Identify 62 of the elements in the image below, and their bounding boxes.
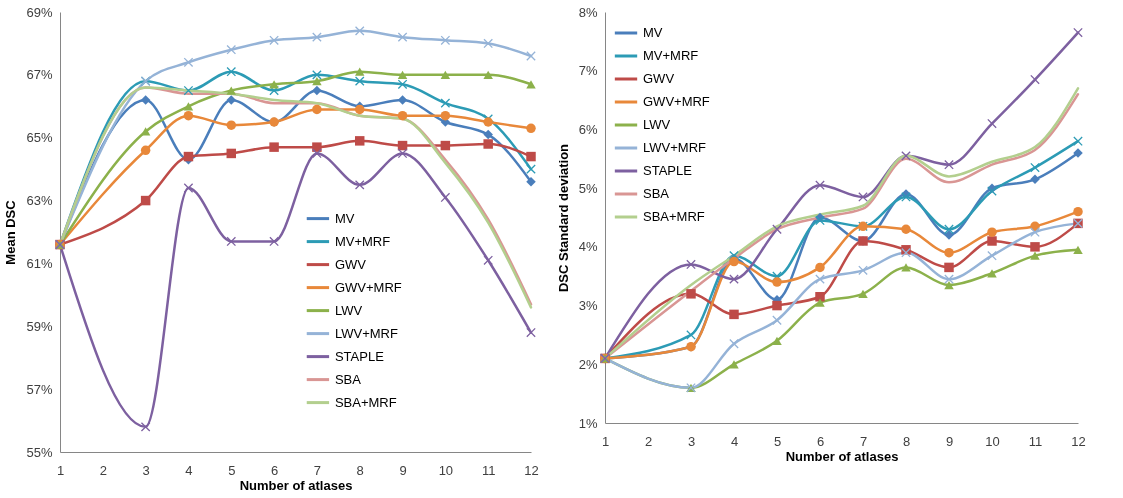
legend-label: MV+MRF: [643, 48, 699, 63]
x-tick-label: 5: [228, 462, 236, 478]
legend-label: GWV+MRF: [643, 94, 710, 109]
y-axis-title: Mean DSC: [3, 199, 19, 265]
y-tick-label: 4%: [578, 239, 598, 255]
y-axis-title: DSC Standard deviation: [555, 143, 571, 293]
legend-label: GWV+MRF: [334, 279, 402, 295]
x-tick-label: 6: [270, 462, 279, 478]
x-tick-label: 3: [142, 462, 150, 478]
x-tick-label: 2: [644, 433, 653, 449]
x-tick-label: 8: [356, 462, 364, 478]
legend-label: MV: [643, 25, 663, 40]
x-tick-label: 9: [945, 433, 954, 449]
y-tick-label: 2%: [578, 356, 598, 372]
y-tick-label: 57%: [26, 381, 53, 397]
legend-label: LWV+MRF: [643, 140, 707, 155]
legend-label: LWV: [643, 117, 671, 132]
y-tick-label: 6%: [578, 121, 598, 137]
x-tick-label: 10: [985, 433, 1000, 449]
x-tick-label: 6: [816, 433, 825, 449]
legend-label: LWV: [334, 302, 363, 318]
x-tick-label: 11: [1028, 433, 1043, 449]
x-tick-label: 1: [601, 433, 610, 449]
y-tick-label: 63%: [26, 193, 53, 209]
y-tick-label: 69%: [26, 4, 53, 20]
y-tick-label: 65%: [26, 130, 53, 146]
x-tick-label: 4: [730, 433, 739, 449]
x-tick-label: 7: [313, 462, 322, 478]
y-tick-label: 5%: [578, 180, 598, 196]
x-tick-label: 1: [56, 462, 65, 478]
x-tick-label: 12: [524, 462, 539, 478]
legend-label: STAPLE: [643, 163, 693, 178]
y-tick-label: 3%: [578, 298, 598, 314]
x-tick-label: 4: [185, 462, 193, 478]
x-tick-label: 11: [481, 462, 496, 478]
x-tick-label: 9: [399, 462, 407, 478]
y-tick-label: 7%: [578, 63, 598, 79]
legend-label: GWV: [643, 71, 675, 86]
y-tick-label: 61%: [26, 255, 53, 271]
x-tick-label: 3: [687, 433, 696, 449]
x-tick-label: 12: [1071, 433, 1086, 449]
legend-label: MV: [334, 210, 355, 226]
legend-label: STAPLE: [334, 348, 385, 364]
legend-label: SBA: [334, 371, 362, 387]
legend-label: LWV+MRF: [334, 325, 398, 341]
x-tick-label: 2: [99, 462, 107, 478]
legend-label: SBA+MRF: [334, 394, 397, 410]
legend-label: GWV: [334, 256, 367, 272]
x-axis-title: Number of atlases: [239, 477, 353, 493]
x-tick-label: 7: [859, 433, 868, 449]
legend-label: SBA: [643, 186, 670, 201]
x-tick-label: 8: [902, 433, 911, 449]
y-tick-label: 8%: [578, 4, 598, 20]
y-tick-label: 67%: [26, 67, 53, 83]
y-tick-label: 59%: [26, 318, 53, 334]
y-tick-label: 1%: [578, 415, 598, 431]
y-tick-label: 55%: [26, 444, 53, 460]
legend-label: SBA+MRF: [643, 209, 705, 224]
x-tick-label: 10: [438, 462, 454, 478]
x-axis-title: Number of atlases: [785, 448, 899, 464]
legend-label: MV+MRF: [334, 233, 391, 249]
x-tick-label: 5: [773, 433, 782, 449]
